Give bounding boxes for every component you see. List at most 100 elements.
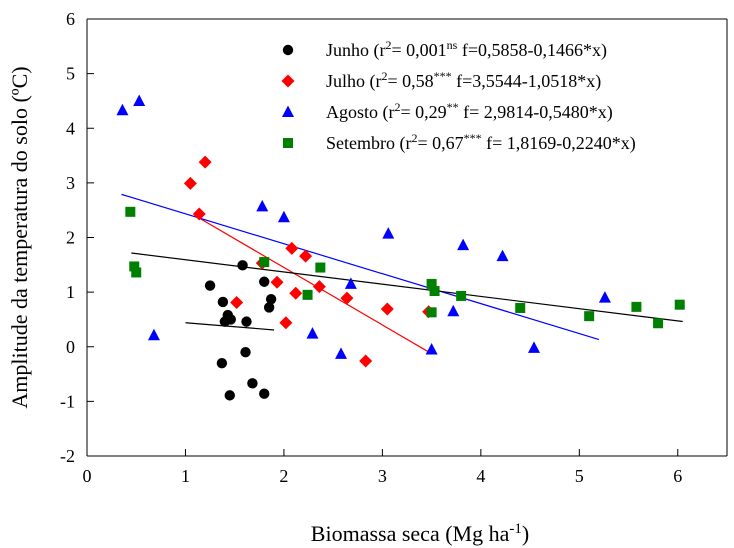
data-point-setembro [631,301,642,312]
legend-text-part: ns [447,38,458,52]
data-point-julho [183,176,197,190]
data-point-agosto [133,94,146,106]
data-point-julho [192,207,206,221]
data-point-junho [219,316,231,327]
data-point-julho [285,241,299,255]
legend-text-part: ** [447,100,459,114]
legend-text-part: *** [464,131,482,145]
legend-text-part: *** [434,69,452,83]
y-tick-label: 5 [66,64,75,84]
data-point-agosto [344,277,357,289]
x-tick-label: 5 [575,466,584,486]
data-point-julho [359,354,373,368]
data-point-agosto [425,342,438,355]
y-tick-label: 3 [66,173,75,193]
trend-lines [121,193,683,355]
legend-marker-agosto [282,105,294,117]
data-point-setembro [315,262,326,273]
x-axis-title-sup: -1 [509,521,522,537]
data-point-julho [340,291,354,305]
data-point-julho [230,296,244,310]
data-point-junho [240,347,251,358]
y-tick-label: -1 [60,391,75,411]
legend-text-part: = 0,67 [417,133,463,153]
legend-text-part: Agosto (r [326,102,395,123]
x-tick-label: 2 [279,466,288,486]
y-tick-label: 0 [66,337,75,357]
trend-line-junho [185,322,275,331]
legend-text-part: f=0,5858-0,1466*x) [457,40,607,61]
data-point-agosto [335,347,348,359]
legend-entry-setembro: Setembro (r2= 0,67*** f= 1,8169-0,2240*x… [326,131,636,154]
trend-line-agosto [121,193,600,341]
data-point-junho [224,390,235,401]
data-point-agosto [598,291,611,303]
legend-text-part: 2 [386,38,392,52]
data-point-junho [237,260,248,271]
data-point-setembro [259,257,270,268]
data-point-junho [247,378,258,389]
y-tick-label: 2 [66,228,75,248]
data-point-julho [279,316,293,330]
data-point-julho [380,302,394,316]
data-point-junho [259,276,270,287]
data-point-junho [265,294,277,305]
legend-entry-julho: Julho (r2= 0,58*** f=3,5544-1,0518*x) [326,69,601,92]
trend-line-setembro [131,252,683,323]
legend-text-part: Junho (r [326,40,386,61]
x-tick-label: 0 [83,466,92,486]
data-point-setembro [129,261,140,272]
legend-text-part: Julho (r [326,71,382,92]
trend-line-julho [195,215,432,355]
data-point-junho [216,357,228,369]
data-point-agosto [277,210,290,223]
y-tick-label: -2 [60,446,75,466]
data-point-julho [312,280,326,294]
y-axis-title: Amplitude da temperatura do solo (ºC) [7,66,32,408]
data-point-setembro [426,307,437,318]
legend-marker-junho [282,44,294,56]
data-point-junho [217,296,229,308]
data-point-setembro [426,278,437,289]
x-axis-ticks: 0 1 2 3 4 5 6 [83,449,682,486]
legend-text-part: 2 [395,100,401,114]
x-tick-label: 3 [378,466,387,486]
legend-text-part: = 0,29 [401,102,447,122]
y-tick-label: 6 [66,9,75,29]
data-point-agosto [447,304,460,317]
x-axis-title-end: ) [522,521,529,546]
legend-text-part: Setembro (r [326,133,411,154]
legend-text-part: 2 [411,131,417,145]
legend-text-part: = 0,001 [392,40,447,60]
x-tick-label: 6 [673,466,682,486]
data-point-julho [270,275,284,289]
legend-text-part: 2 [382,69,388,83]
data-point-agosto [306,327,319,339]
data-point-junho [259,388,270,399]
x-tick-label: 4 [476,466,485,486]
x-tick-label: 1 [181,466,190,486]
data-point-agosto [256,199,269,212]
data-point-junho [241,316,252,327]
legend-text-part: f= 2,9814-0,5480*x) [459,102,613,123]
data-point-setembro [456,290,467,301]
data-point-setembro [515,302,526,313]
data-points [116,94,685,401]
data-point-setembro [125,206,136,217]
data-point-julho [289,286,303,300]
legend-marker-julho [281,74,295,88]
data-point-agosto [457,238,470,251]
data-point-julho [299,249,313,263]
y-axis-ticks: -2 -1 0 1 2 3 4 5 6 [60,9,94,466]
data-point-agosto [528,341,541,353]
y-tick-label: 4 [66,118,75,138]
legend-marker-setembro [283,138,293,148]
data-point-agosto [116,103,129,116]
legend: Junho (r2= 0,001ns f=0,5858-0,1466*x)Jul… [281,38,636,154]
legend-text-part: f= 1,8169-0,2240*x) [482,133,636,154]
data-point-setembro [429,286,440,297]
legend-text-part: f=3,5544-1,0518*x) [452,71,602,92]
data-point-setembro [584,311,595,322]
data-point-agosto [496,249,509,262]
